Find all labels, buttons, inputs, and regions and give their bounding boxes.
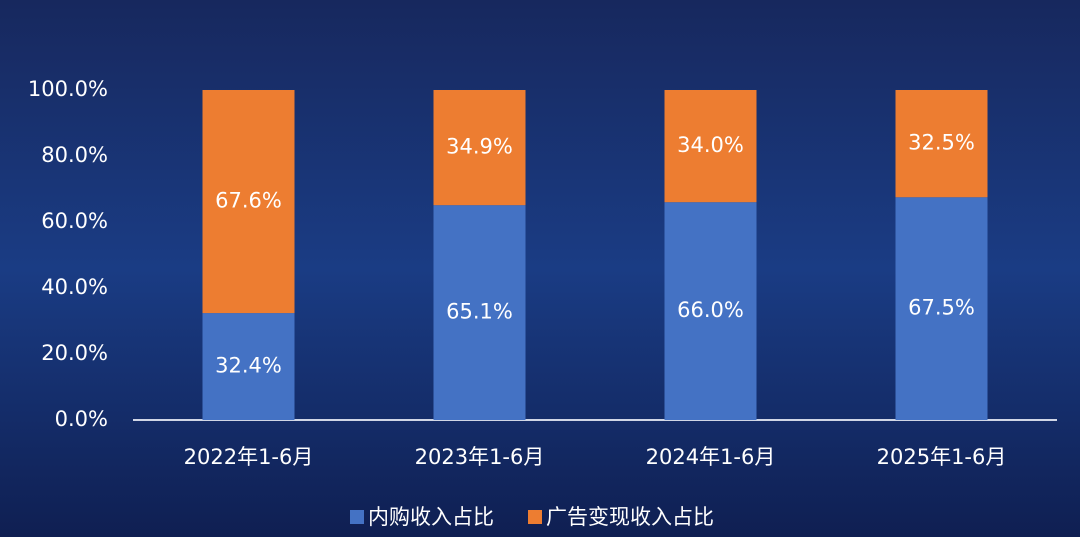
y-tick-label: 80.0% xyxy=(41,143,108,167)
legend-swatch xyxy=(350,510,364,524)
bar-segment xyxy=(895,90,988,198)
bar-segment xyxy=(433,205,526,420)
legend-swatch xyxy=(528,510,542,524)
data-label: 66.0% xyxy=(677,298,744,322)
bar-segment xyxy=(202,313,295,420)
data-label: 65.1% xyxy=(446,300,513,324)
y-tick-label: 20.0% xyxy=(41,341,108,365)
bar-segment xyxy=(202,90,295,314)
x-tick-label: 2022年1-6月 xyxy=(184,445,314,469)
data-label: 34.9% xyxy=(446,135,513,159)
x-tick-label: 2024年1-6月 xyxy=(646,445,776,469)
data-label: 32.4% xyxy=(215,354,282,378)
bar-segment xyxy=(664,90,757,203)
y-tick-label: 100.0% xyxy=(28,77,108,101)
data-label: 67.5% xyxy=(908,296,975,320)
bar-segment xyxy=(433,90,526,206)
data-label: 32.5% xyxy=(908,131,975,155)
y-tick-label: 0.0% xyxy=(55,407,108,431)
y-tick-label: 60.0% xyxy=(41,209,108,233)
x-tick-label: 2023年1-6月 xyxy=(415,445,545,469)
x-tick-label: 2025年1-6月 xyxy=(877,445,1007,469)
data-label: 34.0% xyxy=(677,133,744,157)
legend-label: 内购收入占比 xyxy=(368,505,494,529)
y-tick-label: 40.0% xyxy=(41,275,108,299)
legend-label: 广告变现收入占比 xyxy=(546,505,714,529)
bar-segment xyxy=(664,202,757,420)
data-label: 67.6% xyxy=(215,189,282,213)
bar-segment xyxy=(895,197,988,420)
